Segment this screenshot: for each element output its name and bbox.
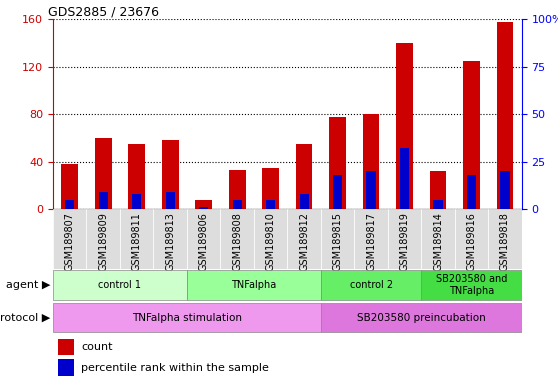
Bar	[229, 170, 246, 209]
Text: GSM189813: GSM189813	[165, 212, 175, 271]
Bar	[463, 61, 480, 209]
Text: GSM189815: GSM189815	[333, 212, 343, 271]
Bar	[300, 194, 309, 209]
Bar	[199, 207, 208, 209]
Bar	[57, 359, 74, 376]
Bar	[153, 209, 187, 269]
Bar	[321, 270, 421, 300]
Bar	[400, 149, 409, 209]
Text: count: count	[81, 342, 113, 352]
Bar	[128, 144, 145, 209]
Text: GSM189811: GSM189811	[132, 212, 142, 271]
Text: GSM189817: GSM189817	[366, 212, 376, 271]
Text: control 1: control 1	[98, 280, 142, 290]
Text: control 2: control 2	[349, 280, 393, 290]
Text: TNFalpha stimulation: TNFalpha stimulation	[132, 313, 242, 323]
Bar	[421, 270, 522, 300]
Bar	[467, 175, 476, 209]
Bar	[233, 200, 242, 209]
Bar	[220, 209, 254, 269]
Text: SB203580 and
TNFalpha: SB203580 and TNFalpha	[436, 274, 507, 296]
Bar	[501, 171, 509, 209]
Bar	[354, 209, 388, 269]
Bar	[296, 144, 312, 209]
Bar	[333, 175, 342, 209]
Bar	[266, 200, 275, 209]
Bar	[421, 209, 455, 269]
Bar	[388, 209, 421, 269]
Text: GSM189807: GSM189807	[65, 212, 75, 271]
Bar	[367, 171, 376, 209]
Bar	[86, 209, 120, 269]
Bar	[321, 209, 354, 269]
Bar	[53, 303, 321, 333]
Bar	[254, 209, 287, 269]
Text: GSM189808: GSM189808	[232, 212, 242, 271]
Bar	[430, 171, 446, 209]
Text: GSM189812: GSM189812	[299, 212, 309, 271]
Bar	[287, 209, 321, 269]
Bar	[95, 138, 112, 209]
Bar	[396, 43, 413, 209]
Bar	[187, 209, 220, 269]
Bar	[61, 164, 78, 209]
Bar	[65, 200, 74, 209]
Bar	[166, 192, 175, 209]
Bar	[321, 303, 522, 333]
Bar	[195, 200, 212, 209]
Bar	[488, 209, 522, 269]
Bar	[329, 117, 346, 209]
Bar	[497, 22, 513, 209]
Text: GDS2885 / 23676: GDS2885 / 23676	[49, 5, 160, 18]
Bar	[187, 270, 321, 300]
Text: GSM189809: GSM189809	[98, 212, 108, 271]
Bar	[53, 270, 187, 300]
Text: GSM189819: GSM189819	[400, 212, 410, 271]
Bar	[455, 209, 488, 269]
Text: protocol ▶: protocol ▶	[0, 313, 50, 323]
Text: percentile rank within the sample: percentile rank within the sample	[81, 363, 269, 373]
Bar	[363, 114, 379, 209]
Bar	[120, 209, 153, 269]
Text: GSM189814: GSM189814	[433, 212, 443, 271]
Text: GSM189818: GSM189818	[500, 212, 510, 271]
Text: GSM189816: GSM189816	[466, 212, 477, 271]
Text: GSM189806: GSM189806	[199, 212, 209, 271]
Bar	[132, 194, 141, 209]
Text: TNFalpha: TNFalpha	[231, 280, 277, 290]
Text: SB203580 preincubation: SB203580 preincubation	[357, 313, 485, 323]
Bar	[99, 192, 108, 209]
Text: agent ▶: agent ▶	[6, 280, 50, 290]
Bar	[162, 141, 179, 209]
Bar	[434, 200, 442, 209]
Bar	[53, 209, 86, 269]
Text: GSM189810: GSM189810	[266, 212, 276, 271]
Bar	[57, 339, 74, 355]
Bar	[262, 168, 279, 209]
